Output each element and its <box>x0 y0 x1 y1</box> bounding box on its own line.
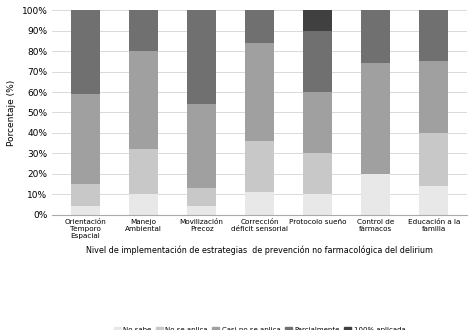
Bar <box>245 141 274 192</box>
Bar <box>361 11 390 63</box>
Bar <box>303 31 332 92</box>
Bar <box>361 174 390 214</box>
Bar <box>303 11 332 31</box>
Bar <box>187 11 216 104</box>
Bar <box>71 94 100 184</box>
Bar <box>71 184 100 206</box>
Bar <box>303 92 332 153</box>
Y-axis label: Porcentaje (%): Porcentaje (%) <box>7 79 16 146</box>
Bar <box>187 104 216 188</box>
Bar <box>129 51 158 149</box>
Bar <box>303 153 332 194</box>
Bar <box>419 11 448 61</box>
Bar <box>245 11 274 43</box>
Bar <box>129 11 158 51</box>
Bar <box>361 63 390 174</box>
Bar <box>419 61 448 133</box>
Bar <box>303 194 332 214</box>
Bar <box>419 186 448 215</box>
Bar <box>245 192 274 214</box>
Bar <box>419 133 448 186</box>
Bar <box>245 43 274 141</box>
X-axis label: Nivel de implementación de estrategias  de prevención no farmacológica del delir: Nivel de implementación de estrategias d… <box>86 246 433 255</box>
Bar <box>71 206 100 214</box>
Bar <box>187 206 216 214</box>
Bar <box>71 11 100 94</box>
Bar <box>129 149 158 194</box>
Legend: No sabe, No se aplica, Casi no se aplica, Parcialmente, 100% aplicada: No sabe, No se aplica, Casi no se aplica… <box>111 324 409 330</box>
Bar <box>187 188 216 206</box>
Bar <box>129 194 158 214</box>
